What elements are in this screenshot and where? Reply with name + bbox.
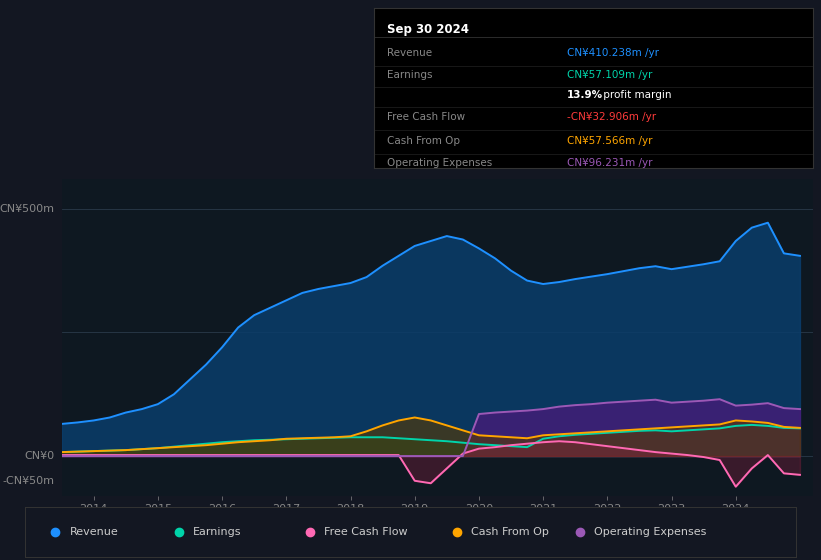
Text: Free Cash Flow: Free Cash Flow [324,527,408,537]
Text: Operating Expenses: Operating Expenses [594,527,707,537]
Text: CN¥500m: CN¥500m [0,204,54,214]
Text: profit margin: profit margin [600,90,672,100]
Text: Cash From Op: Cash From Op [470,527,548,537]
Text: Revenue: Revenue [387,48,432,58]
Text: -CN¥32.906m /yr: -CN¥32.906m /yr [566,112,656,122]
Text: CN¥96.231m /yr: CN¥96.231m /yr [566,158,653,168]
Text: CN¥410.238m /yr: CN¥410.238m /yr [566,48,658,58]
Text: Free Cash Flow: Free Cash Flow [387,112,465,122]
Text: Earnings: Earnings [387,71,432,81]
Text: Sep 30 2024: Sep 30 2024 [387,23,469,36]
Text: 13.9%: 13.9% [566,90,603,100]
Text: Operating Expenses: Operating Expenses [387,158,492,168]
Text: -CN¥50m: -CN¥50m [2,476,54,486]
Text: CN¥57.566m /yr: CN¥57.566m /yr [566,136,653,146]
Text: CN¥0: CN¥0 [24,451,54,461]
Text: Cash From Op: Cash From Op [387,136,460,146]
Text: Earnings: Earnings [193,527,241,537]
Text: Revenue: Revenue [70,527,118,537]
Text: CN¥57.109m /yr: CN¥57.109m /yr [566,71,652,81]
